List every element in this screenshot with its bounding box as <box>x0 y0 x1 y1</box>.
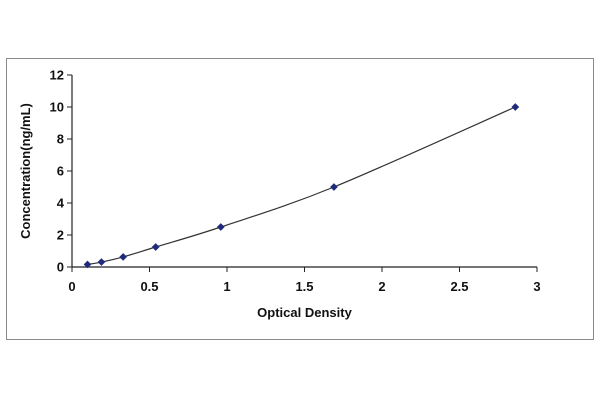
x-tick-label: 0 <box>68 279 75 294</box>
y-tick-label: 12 <box>50 68 64 83</box>
data-point <box>151 243 160 251</box>
data-point <box>216 223 225 231</box>
y-tick-label: 0 <box>57 260 64 275</box>
x-tick-label: 2 <box>378 279 385 294</box>
y-axis-title: Concentration(ng/mL) <box>18 103 33 239</box>
x-tick-label: 0.5 <box>140 279 158 294</box>
x-tick-label: 3 <box>533 279 540 294</box>
y-tick-label: 6 <box>57 164 64 179</box>
x-tick-label: 1.5 <box>295 279 313 294</box>
y-axis-ticks: 0 2 4 6 8 10 12 <box>50 68 72 275</box>
y-tick-label: 4 <box>57 196 65 211</box>
chart-frame <box>6 58 594 340</box>
y-tick-label: 8 <box>57 132 64 147</box>
data-point <box>329 183 338 191</box>
data-point <box>511 103 520 111</box>
axes <box>71 75 537 268</box>
data-point <box>83 260 92 269</box>
x-tick-label: 2.5 <box>450 279 468 294</box>
x-axis-ticks: 0 0.5 1 1.5 2 2.5 3 <box>68 267 541 294</box>
data-points <box>83 103 520 269</box>
y-tick-label: 2 <box>57 228 64 243</box>
fit-curve <box>87 106 516 266</box>
y-tick-label: 10 <box>50 100 64 115</box>
x-tick-label: 1 <box>223 279 230 294</box>
x-axis-title: Optical Density <box>257 305 352 320</box>
data-point <box>97 258 106 266</box>
data-point <box>119 252 128 261</box>
